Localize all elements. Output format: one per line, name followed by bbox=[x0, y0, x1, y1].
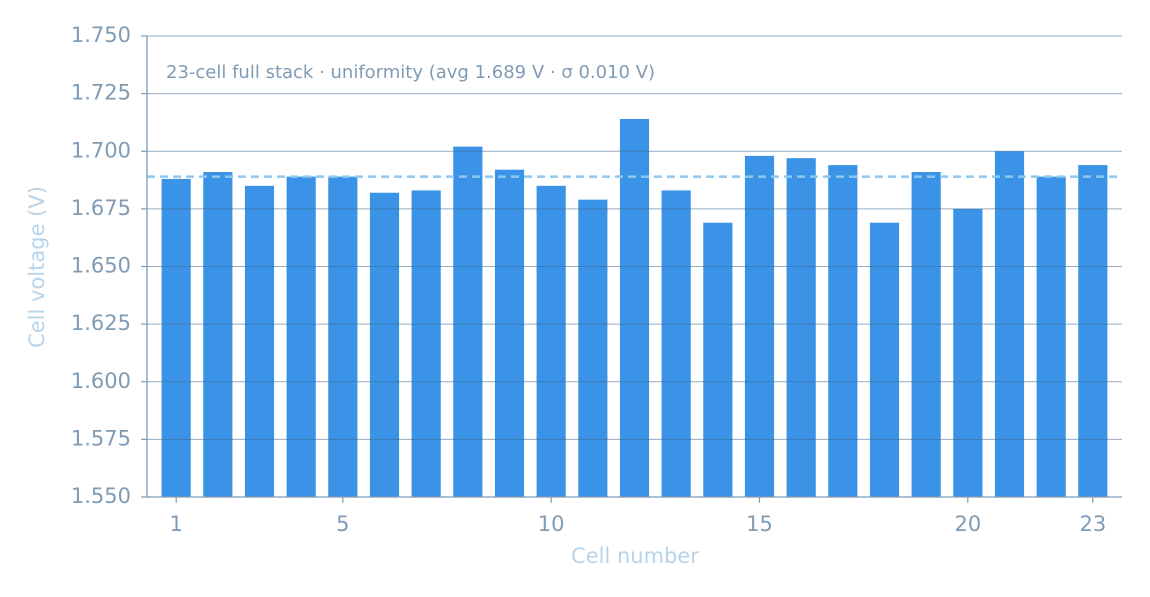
bar bbox=[869, 222, 900, 497]
y-tick-label: 1.725 bbox=[71, 81, 131, 105]
bar bbox=[953, 208, 983, 497]
bar bbox=[536, 185, 566, 497]
annotation: 23-cell full stack · uniformity (avg 1.6… bbox=[166, 62, 655, 83]
bar bbox=[619, 118, 650, 497]
bar bbox=[578, 199, 608, 497]
x-tick-label: 15 bbox=[746, 512, 773, 536]
x-tick-label: 5 bbox=[336, 512, 349, 536]
x-tick-label: 23 bbox=[1079, 512, 1106, 536]
y-tick-label: 1.600 bbox=[71, 369, 131, 393]
bar bbox=[661, 190, 691, 497]
y-tick-label: 1.575 bbox=[71, 426, 131, 450]
bar bbox=[1036, 176, 1066, 498]
y-tick-label: 1.625 bbox=[71, 311, 131, 335]
bar bbox=[703, 222, 733, 497]
y-tick-label: 1.550 bbox=[71, 484, 131, 508]
bar bbox=[411, 190, 441, 497]
y-tick-label: 1.750 bbox=[71, 23, 131, 47]
x-axis-label: Cell number bbox=[571, 544, 699, 568]
bar bbox=[1078, 165, 1108, 497]
bar bbox=[494, 169, 525, 497]
x-tick-label: 20 bbox=[954, 512, 981, 536]
bar bbox=[328, 176, 358, 498]
bar bbox=[203, 171, 233, 497]
bar bbox=[744, 155, 775, 498]
bar bbox=[286, 176, 316, 498]
y-tick-label: 1.700 bbox=[71, 138, 131, 162]
bar bbox=[828, 165, 858, 497]
bar bbox=[244, 185, 275, 497]
x-tick-label: 10 bbox=[538, 512, 565, 536]
bar bbox=[161, 178, 191, 497]
bar bbox=[786, 158, 816, 498]
bar bbox=[911, 171, 941, 497]
y-axis-label: Cell voltage (V) bbox=[25, 186, 49, 348]
bar bbox=[453, 146, 483, 497]
bar bbox=[369, 192, 400, 498]
y-tick-label: 1.675 bbox=[71, 196, 131, 220]
x-tick-label: 1 bbox=[169, 512, 182, 536]
y-tick-label: 1.650 bbox=[71, 254, 131, 278]
